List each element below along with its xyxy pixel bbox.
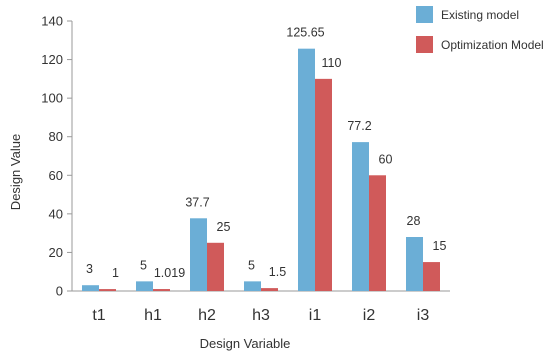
bar-existing-model xyxy=(190,218,207,291)
x-tick-label: i1 xyxy=(309,307,322,324)
y-tick-label: 140 xyxy=(41,14,63,29)
legend-swatch xyxy=(416,6,433,23)
bar-optimization-model xyxy=(261,288,278,291)
legend-label: Optimization Model xyxy=(441,38,544,52)
bar-existing-model xyxy=(352,142,369,291)
bar-optimization-model xyxy=(369,175,386,291)
x-tick-label: h1 xyxy=(144,307,162,324)
data-label-existing-model: 5 xyxy=(248,258,255,272)
data-label-existing-model: 37.7 xyxy=(185,195,209,209)
bar-optimization-model xyxy=(423,262,440,291)
bar-existing-model xyxy=(244,281,261,291)
data-label-existing-model: 77.2 xyxy=(347,119,371,133)
legend-swatch xyxy=(416,36,433,53)
bar-optimization-model xyxy=(315,79,332,291)
data-label-optimization-model: 110 xyxy=(322,56,342,70)
data-label-optimization-model: 1.019 xyxy=(154,266,185,280)
y-tick-label: 40 xyxy=(49,206,63,221)
data-label-existing-model: 5 xyxy=(140,258,147,272)
bar-existing-model xyxy=(82,285,99,291)
x-tick-label: t1 xyxy=(92,307,105,324)
axes: 0 20 40 60 80 100 120 140 t1 h1 h2 h3 i1 i2 i3 xyxy=(41,14,450,325)
data-label-existing-model: 125.65 xyxy=(286,26,324,40)
bars xyxy=(82,49,440,291)
y-tick-label: 100 xyxy=(41,91,63,106)
x-tick-label: i2 xyxy=(363,307,376,324)
data-label-existing-model: 28 xyxy=(407,214,421,228)
data-label-optimization-model: 1 xyxy=(112,266,119,280)
x-tick-label: h2 xyxy=(198,307,216,324)
y-axis-title: Design Value xyxy=(8,134,23,210)
bar-existing-model xyxy=(406,237,423,291)
data-label-optimization-model: 15 xyxy=(433,239,447,253)
bar-existing-model xyxy=(298,49,315,291)
data-label-optimization-model: 25 xyxy=(217,220,231,234)
legend: Existing model Optimization Model xyxy=(416,6,544,53)
bar-optimization-model xyxy=(207,243,224,291)
x-axis-title: Design Variable xyxy=(200,336,291,351)
y-tick-label: 60 xyxy=(49,168,63,183)
data-label-existing-model: 3 xyxy=(86,262,93,276)
bar-optimization-model xyxy=(153,289,170,291)
bar-optimization-model xyxy=(99,289,116,291)
y-tick-label: 80 xyxy=(49,129,63,144)
x-tick-label: i3 xyxy=(417,307,430,324)
bar-existing-model xyxy=(136,281,153,291)
y-tick-label: 0 xyxy=(56,284,63,299)
data-label-optimization-model: 1.5 xyxy=(269,265,286,279)
data-label-optimization-model: 60 xyxy=(379,152,393,166)
y-tick-label: 120 xyxy=(41,52,63,67)
y-tick-label: 20 xyxy=(49,245,63,260)
legend-label: Existing model xyxy=(441,8,519,22)
x-tick-label: h3 xyxy=(252,307,270,324)
